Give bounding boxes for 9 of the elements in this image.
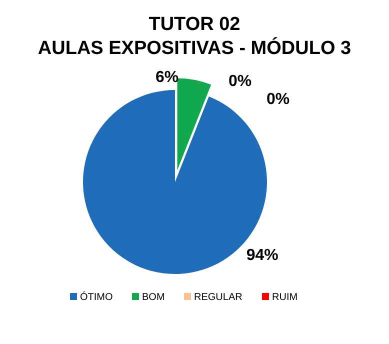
text: 0% — [266, 91, 290, 108]
data-label: 6% — [155, 69, 179, 86]
chart-title: TUTOR 02 AULAS EXPOSITIVAS - MÓDULO 3 — [38, 14, 352, 59]
legend-label: REGULAR — [194, 292, 242, 303]
legend-label: BOM — [142, 292, 165, 303]
data-label: 94% — [246, 247, 278, 264]
legend-label: ÓTIMO — [80, 291, 113, 303]
text: 0% — [228, 73, 252, 90]
legend-label: RUIM — [272, 292, 298, 303]
